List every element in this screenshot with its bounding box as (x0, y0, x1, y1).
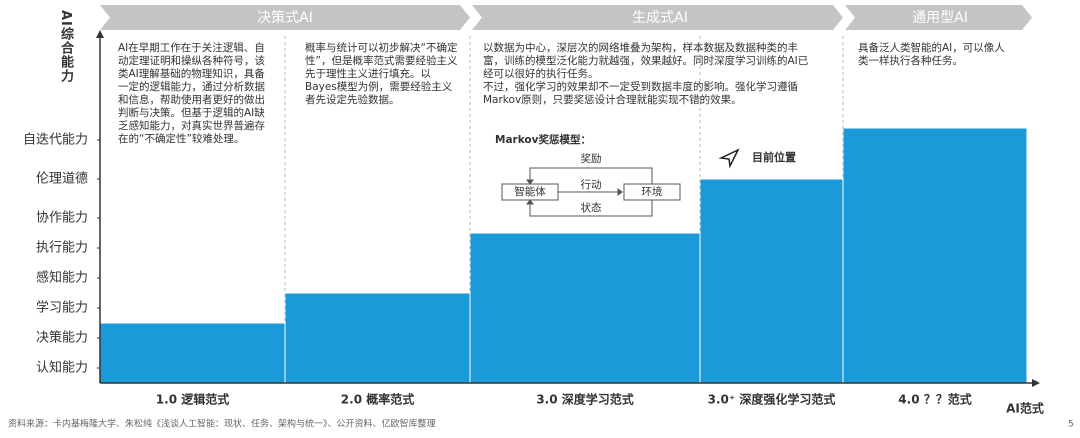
y-tick-label: 执行能力 (36, 241, 88, 256)
bar (842, 127, 1028, 384)
description-paragraph: 概率与统计可以初步解决“不确定性”，但是概率范式需要经验主义先于理性主义进行填充… (305, 42, 458, 106)
x-tick-label: 3.0⁺ 深度强化学习范式 (708, 392, 836, 407)
y-axis-title: AI综合能力 (58, 10, 73, 83)
description: 概率与统计可以初步解决“不确定性”，但是概率范式需要经验主义先于理性主义进行填充… (305, 42, 460, 107)
description: 以数据为中心，深层次的网络堆叠为架构，样本数据及数据种类的丰富，训练的模型泛化能… (483, 42, 818, 107)
y-tick-label: 自迭代能力 (23, 133, 88, 148)
markov-edge (529, 200, 653, 217)
page-number: 5 (1068, 420, 1074, 430)
y-tick-label: 学习能力 (36, 300, 88, 316)
y-tick-label: 伦理道德 (36, 172, 88, 187)
description: 具备泛人类智能的AI，可以像人类一样执行各种任务。 (858, 42, 1008, 68)
bar (284, 292, 471, 384)
description-paragraph: 不过，强化学习的效果却不一定受到数据丰度的影响。强化学习遵循Markov原则，只… (483, 81, 798, 106)
source: 资料来源：卡内基梅隆大学、朱松纯《浅谈人工智能：现状、任务、架构与统一》、公开资… (8, 418, 436, 430)
bar (699, 178, 844, 384)
bar (469, 232, 701, 384)
x-tick-label: 2.0 概率范式 (341, 392, 414, 407)
arrowhead (526, 179, 623, 205)
phase-label: 生成式AI (632, 10, 688, 26)
y-tick-label: 决策能力 (36, 330, 88, 346)
markov-diagram (501, 167, 681, 217)
markov-edge-label: 行动 (581, 178, 602, 191)
markov-edge-label: 状态 (581, 201, 602, 214)
y-tick-label: 认知能力 (36, 360, 88, 376)
description: AI在早期工作在于关注逻辑、自动定理证明和操纵各种符号，该类AI理解基础的物理知… (118, 42, 268, 146)
x-tick-label: 4.0 ？？范式 (898, 392, 971, 407)
description-paragraph: 以数据为中心，深层次的网络堆叠为架构，样本数据及数据种类的丰富，训练的模型泛化能… (483, 42, 809, 80)
phase-band (472, 5, 843, 30)
current-position: 目前位置 (752, 150, 796, 164)
phase-band (100, 5, 470, 30)
markov-edge (529, 167, 653, 184)
markov-edge-label: 奖励 (581, 152, 602, 165)
phase-label: 通用型AI (912, 10, 968, 26)
y-tick-label: 感知能力 (36, 270, 88, 286)
x-tick-label: 3.0 深度学习范式 (536, 392, 633, 407)
phase-label: 决策式AI (257, 9, 313, 26)
axis-arrow (1032, 379, 1040, 387)
markov-title: Markov奖惩模型： (495, 133, 591, 146)
description-paragraph: 具备泛人类智能的AI，可以像人类一样执行各种任务。 (858, 42, 1005, 67)
phase-band (845, 5, 1032, 30)
markov-node-label: 环境 (642, 185, 663, 198)
x-axis-title: AI范式 (1006, 401, 1044, 416)
cursor-icon (718, 148, 740, 169)
axis-arrow (96, 30, 104, 38)
bar (99, 322, 286, 384)
description-paragraph: AI在早期工作在于关注逻辑、自动定理证明和操纵各种符号，该类AI理解基础的物理知… (118, 42, 265, 145)
x-tick-label: 1.0 逻辑范式 (156, 392, 229, 407)
y-tick-label: 协作能力 (36, 211, 88, 226)
markov-node-label: 智能体 (514, 185, 546, 198)
